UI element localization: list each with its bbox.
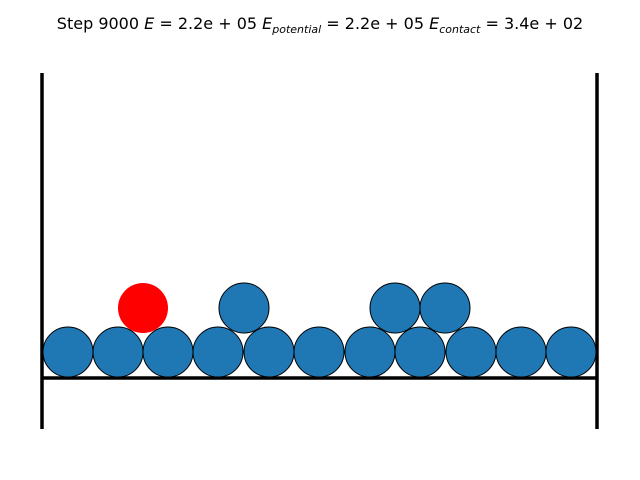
energy-symbol: E <box>429 14 440 33</box>
energy-symbol: E <box>144 14 155 33</box>
energy-subscript: contact <box>439 23 481 36</box>
particle <box>445 326 497 378</box>
title: Step 9000 E = 2.2e + 05 Epotential = 2.2… <box>57 14 583 37</box>
energy-value: = 2.2e + 05 <box>326 14 424 33</box>
particles <box>42 282 597 378</box>
particle <box>142 326 194 378</box>
energy-subscript: potential <box>271 23 321 36</box>
particle <box>545 326 597 378</box>
particle <box>92 326 144 378</box>
energy-symbol: E <box>262 14 273 33</box>
particle <box>369 282 421 334</box>
particle <box>293 326 345 378</box>
particle <box>344 326 396 378</box>
particle <box>42 326 94 378</box>
particle <box>419 282 471 334</box>
particle <box>218 282 270 334</box>
energy-value: = 3.4e + 02 <box>485 14 583 33</box>
particle <box>192 326 244 378</box>
highlighted-particle <box>118 283 168 333</box>
particle <box>243 326 295 378</box>
step: Step 9000 <box>57 14 139 33</box>
particle <box>394 326 446 378</box>
particle <box>495 326 547 378</box>
energy-value: = 2.2e + 05 <box>159 14 257 33</box>
